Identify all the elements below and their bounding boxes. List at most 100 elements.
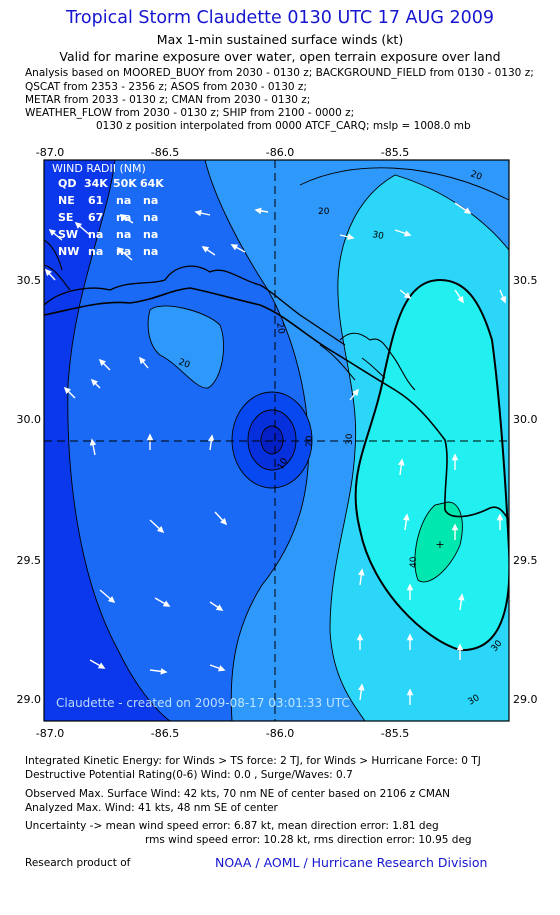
wind-vector-head bbox=[451, 453, 459, 461]
lon-label-bottom: -87.0 bbox=[36, 727, 64, 740]
wind-vector-head bbox=[403, 513, 410, 521]
wind-vector-head bbox=[458, 593, 465, 601]
wind-radii-quadrant: SW bbox=[58, 228, 78, 241]
wind-vector-head bbox=[456, 643, 464, 651]
wind-vector-head bbox=[230, 244, 239, 251]
wind-vector-head bbox=[347, 233, 355, 241]
lat-label-left: 30.0 bbox=[17, 413, 42, 426]
noaa-credit: NOAA / AOML / Hurricane Research Divisio… bbox=[215, 855, 488, 870]
wind-vector-head bbox=[358, 683, 365, 691]
lon-label-top: -86.5 bbox=[151, 146, 179, 159]
contour-label: 20 bbox=[274, 322, 286, 335]
wind-vector-head bbox=[406, 583, 414, 591]
creation-watermark: Claudette - created on 2009-08-17 03:01:… bbox=[56, 696, 350, 710]
dpr-line: Destructive Potential Rating(0-6) Wind: … bbox=[25, 769, 353, 781]
lat-label-left: 29.0 bbox=[17, 693, 42, 706]
wind-radii-title: WIND RADII (NM) bbox=[52, 162, 146, 175]
contour-label: 20 bbox=[469, 169, 483, 182]
wind-vector-head bbox=[217, 665, 226, 672]
wind-vector-head bbox=[116, 246, 125, 254]
contour-label: 20 bbox=[177, 357, 191, 370]
wind-vector-head bbox=[201, 246, 210, 253]
wind-vector-head bbox=[406, 633, 414, 641]
wind-radii-header: 34K bbox=[84, 177, 108, 190]
contour-label: 30 bbox=[371, 230, 384, 242]
wind-vectors bbox=[44, 202, 507, 705]
page-title: Tropical Storm Claudette 0130 UTC 17 AUG… bbox=[66, 8, 494, 28]
lat-label-right: 30.0 bbox=[513, 413, 538, 426]
observed-max-wind: Observed Max. Surface Wind: 42 kts, 70 n… bbox=[25, 788, 450, 800]
wind-vector-head bbox=[463, 207, 472, 214]
wind-radii-quadrant: NE bbox=[58, 194, 75, 207]
wind-vector-head bbox=[97, 662, 106, 669]
uncertainty-mean: Uncertainty -> mean wind speed error: 6.… bbox=[25, 820, 439, 832]
ike-line: Integrated Kinetic Energy: for Winds > T… bbox=[25, 755, 481, 767]
wind-vector-head bbox=[119, 214, 128, 221]
wind-radii-value: na bbox=[116, 245, 131, 258]
wind-vector-head bbox=[451, 523, 459, 531]
wind-vector-head bbox=[48, 228, 57, 236]
wind-vector-head bbox=[98, 358, 107, 367]
wind-vector-head bbox=[398, 458, 405, 466]
analysis-line-2: QSCAT from 2353 - 2356 z; ASOS from 2030… bbox=[25, 81, 307, 93]
map-frame bbox=[43, 159, 510, 722]
wind-vector-head bbox=[254, 207, 262, 215]
analysis-position-line: 0130 z position interpolated from 0000 A… bbox=[96, 120, 471, 132]
wind-vector-head bbox=[90, 378, 99, 387]
wind-radii-header: 50K bbox=[113, 177, 137, 190]
storm-core-inner bbox=[260, 425, 284, 455]
wind-vector-head bbox=[44, 268, 52, 277]
wind-vector-head bbox=[107, 596, 116, 604]
wind-radii-header: QD bbox=[58, 177, 76, 190]
wind-vector-head bbox=[220, 517, 228, 526]
lon-label-top: -85.5 bbox=[381, 146, 409, 159]
wind-field-map: -87.0 -86.5 -86.0 -85.5 -87.0 -86.5 -86.… bbox=[17, 146, 538, 740]
wind-vector-head bbox=[146, 433, 154, 441]
wind-radii-value: na bbox=[116, 211, 131, 224]
wind-radii-quadrant: SE bbox=[58, 211, 73, 224]
wind-vector-head bbox=[356, 633, 364, 641]
wind-vector-head bbox=[156, 526, 165, 534]
analysis-line-1: Analysis based on MOORED_BUOY from 2030 … bbox=[25, 67, 534, 79]
wind-radii-value: na bbox=[143, 228, 158, 241]
contour-label: 20 bbox=[305, 435, 315, 447]
lon-label-bottom: -86.5 bbox=[151, 727, 179, 740]
contour-label: 20 bbox=[318, 207, 330, 217]
wind-radii-value: na bbox=[116, 228, 131, 241]
wind-radii-table: WIND RADII (NM) QD 34K 50K 64K NE 61 na … bbox=[52, 162, 164, 258]
wind-vector-head bbox=[194, 209, 202, 217]
wind-vector-head bbox=[499, 295, 507, 304]
research-product-label: Research product of bbox=[25, 857, 131, 869]
lon-label-bottom: -86.0 bbox=[266, 727, 294, 740]
wind-vector-head bbox=[160, 668, 168, 675]
lon-label-bottom: -85.5 bbox=[381, 727, 409, 740]
wind-radii-quadrant: NW bbox=[58, 245, 79, 258]
wind-radii-value: na bbox=[143, 194, 158, 207]
wind-radii-value: na bbox=[88, 245, 103, 258]
wind-radii-header: 64K bbox=[140, 177, 164, 190]
wind-radii-value: na bbox=[143, 211, 158, 224]
subtitle-exposure: Valid for marine exposure over water, op… bbox=[59, 49, 501, 64]
lon-label-top: -86.0 bbox=[266, 146, 294, 159]
lon-label-top: -87.0 bbox=[36, 146, 64, 159]
max-wind-marker: + bbox=[435, 538, 444, 551]
analyzed-max-wind: Analyzed Max. Wind: 41 kts, 48 nm SE of … bbox=[25, 802, 278, 814]
contour-label: 40 bbox=[409, 556, 419, 568]
wind-vector-head bbox=[406, 688, 414, 696]
lat-label-right: 29.0 bbox=[513, 693, 538, 706]
coastline bbox=[44, 287, 509, 521]
lat-label-right: 30.5 bbox=[513, 274, 538, 287]
analysis-line-4: WEATHER_FLOW from 2030 - 0130 z; SHIP fr… bbox=[25, 107, 355, 119]
lat-label-right: 29.5 bbox=[513, 554, 538, 567]
max-wind-area bbox=[414, 501, 463, 583]
wind-vector-head bbox=[162, 600, 171, 607]
wind-vector-head bbox=[352, 388, 360, 397]
contour-label: 30 bbox=[345, 433, 355, 445]
wind-vector-head bbox=[74, 221, 83, 229]
wind-radii-value: na bbox=[88, 228, 103, 241]
wind-radii-value: 67 bbox=[88, 211, 103, 224]
wind-vector-head bbox=[215, 604, 224, 611]
wind-vector-head bbox=[457, 295, 464, 304]
wind-vector-head bbox=[208, 434, 215, 442]
subtitle-units: Max 1-min sustained surface winds (kt) bbox=[156, 32, 404, 47]
